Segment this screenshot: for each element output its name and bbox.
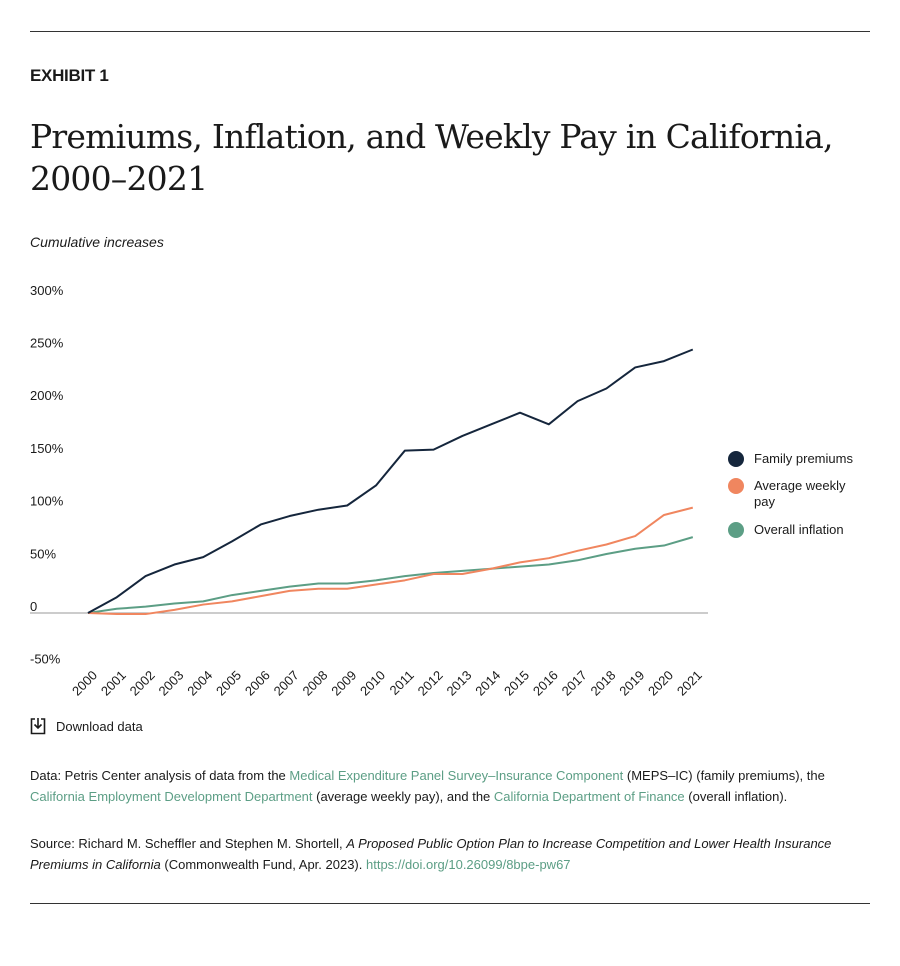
x-tick-label: 2008 [299, 668, 330, 699]
x-tick-label: 2004 [184, 668, 215, 699]
bottom-divider [30, 903, 870, 904]
source-text: (Commonwealth Fund, Apr. 2023). [160, 857, 366, 872]
line-chart: 300% 250% 200% 150% 100% 50% 0 -50% 200020012002… [30, 283, 708, 699]
note-text: (MEPS–IC) (family premiums), the [623, 768, 825, 783]
source-note: Source: Richard M. Scheffler and Stephen… [30, 833, 860, 875]
x-tick-label: 2019 [616, 668, 647, 699]
doi-link[interactable]: https://doi.org/10.26099/8bpe-pw67 [365, 857, 571, 872]
source-title: A Proposed Public Option Plan to Increas… [30, 836, 832, 872]
legend-swatch [728, 522, 744, 538]
y-tick-label: 200% [30, 388, 64, 403]
x-tick-label: 2015 [501, 668, 532, 699]
x-tick-label: 2002 [127, 668, 158, 699]
y-tick-label: 50% [30, 546, 56, 561]
x-tick-label: 2018 [587, 668, 618, 699]
top-divider [30, 31, 870, 32]
y-tick-label: 250% [30, 336, 64, 351]
x-tick-label: 2001 [98, 668, 129, 699]
x-tick-label: 2009 [328, 668, 359, 699]
note-text: (average weekly pay), and the [312, 789, 494, 804]
x-tick-label: 2011 [387, 668, 417, 698]
edd-link[interactable]: California Employment Development Depart… [30, 789, 313, 804]
data-note: Data: Petris Center analysis of data fro… [30, 765, 860, 807]
download-label: Download data [56, 718, 143, 734]
note-text: (overall inflation). [684, 789, 788, 804]
x-tick-label: 2021 [674, 668, 705, 699]
legend-label: Family premiums [754, 451, 853, 466]
y-tick-label: 300% [30, 283, 64, 298]
series-line-family-premiums [87, 348, 694, 614]
x-tick-label: 2010 [357, 668, 388, 699]
exhibit-label: EXHIBIT 1 [30, 66, 109, 85]
note-text: Data: Petris Center analysis of data fro… [30, 768, 290, 783]
x-tick-label: 2012 [415, 668, 446, 699]
source-text: Source: Richard M. Scheffler and Stephen… [30, 836, 347, 851]
y-tick-label: 100% [30, 494, 64, 509]
legend-label: Overall inflation [754, 522, 844, 537]
x-tick-label: 2016 [530, 668, 561, 699]
x-tick-label: 2003 [155, 668, 186, 699]
download-data-button[interactable]: Download data [30, 717, 143, 735]
x-tick-label: 2020 [645, 668, 676, 699]
legend-swatch [728, 451, 744, 467]
y-tick-label: 150% [30, 441, 64, 456]
download-icon [30, 718, 46, 735]
chart-subtitle: Cumulative increases [30, 234, 164, 250]
legend-swatch [728, 478, 744, 494]
x-tick-label: 2013 [443, 668, 474, 699]
x-tick-label: 2005 [213, 668, 244, 699]
y-tick-label: 0 [30, 599, 37, 614]
series-line-average-weekly-pay [87, 506, 694, 616]
x-tick-label: 2014 [472, 668, 503, 699]
x-tick-label: 2000 [69, 668, 100, 699]
meps-link[interactable]: Medical Expenditure Panel Survey–Insuran… [289, 768, 624, 783]
dof-link[interactable]: California Department of Finance [493, 789, 685, 804]
legend-label: Average weekly pay [754, 478, 846, 509]
series-line-overall-inflation [87, 536, 694, 614]
y-tick-label: -50% [30, 652, 61, 667]
x-tick-label: 2017 [559, 668, 590, 699]
x-tick-label: 2006 [242, 668, 273, 699]
chart-title: Premiums, Inflation, and Weekly Pay in C… [30, 117, 833, 198]
x-tick-label: 2007 [271, 668, 302, 699]
